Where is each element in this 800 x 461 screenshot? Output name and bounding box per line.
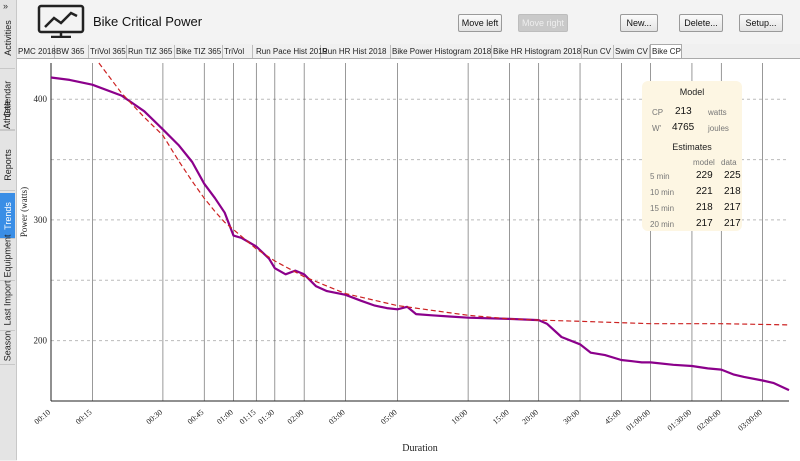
x-tick-label: 45:00: [603, 408, 623, 427]
tab-run-hr-hist-2018[interactable]: Run HR Hist 2018: [321, 45, 391, 58]
x-tick-label: 15:00: [491, 408, 511, 427]
chart-tabs: PMC 2018 BW 365 TriVol 365 Run TIZ 365 B…: [17, 44, 800, 59]
estimate-model: 217: [696, 218, 713, 229]
x-tick-label: 01:00: [215, 408, 235, 427]
collapse-sidebar-icon[interactable]: »: [3, 1, 9, 11]
tab-bw-365[interactable]: BW 365: [55, 45, 89, 58]
estimate-data: 217: [724, 218, 741, 229]
y-tick-label: 200: [34, 336, 48, 346]
sidebar-item-label: Activities: [2, 20, 13, 56]
cp-model-curve: [98, 62, 790, 326]
col-model-header: model: [693, 158, 715, 167]
estimate-data: 217: [724, 202, 741, 213]
tab-trivol-365[interactable]: TriVol 365: [90, 45, 127, 58]
tab-bike-hr-histogram-2018[interactable]: Bike HR Histogram 2018: [493, 45, 582, 58]
cp-value: 213: [675, 106, 692, 117]
tab-run-tiz-365[interactable]: Run TIZ 365: [127, 45, 175, 58]
model-title: Model: [679, 87, 705, 97]
x-tick-label: 05:00: [379, 408, 399, 427]
power-duration-curve: [50, 76, 790, 392]
tab-pmc-2018[interactable]: PMC 2018: [18, 45, 56, 58]
sidebar-item-label: Reports: [2, 149, 13, 181]
x-tick-label: 01:30:00: [666, 408, 694, 433]
cp-unit: watts: [708, 108, 727, 117]
x-tick-label: 10:00: [450, 408, 470, 427]
x-tick-label: 01:30: [256, 408, 276, 427]
w-prime-unit: joules: [708, 124, 729, 133]
estimate-data: 225: [724, 170, 741, 181]
y-tick-label: 400: [34, 94, 48, 104]
sidebar-item-label: Athlete: [2, 100, 13, 130]
sidebar-item-equipment[interactable]: Equipment: [0, 232, 15, 281]
tab-run-pace-hist-2019[interactable]: Run Pace Hist 2019: [256, 45, 328, 58]
x-tick-label: 03:00:00: [736, 408, 764, 433]
sidebar-item-last-import[interactable]: Last Import: [0, 276, 15, 331]
x-tick-label: 00:30: [144, 408, 164, 427]
setup-button[interactable]: Setup...: [739, 14, 783, 32]
sidebar-item-season[interactable]: Season: [0, 328, 15, 365]
x-tick-label: 30:00: [562, 408, 582, 427]
tab-trivol[interactable]: TriVol: [223, 45, 253, 58]
x-tick-label: 00:15: [74, 408, 94, 427]
estimates-title: Estimates: [672, 142, 712, 152]
x-axis-label: Duration: [402, 443, 438, 454]
sidebar-item-label: Trends: [2, 201, 13, 230]
sidebar: » Activities Calendar Athlete Reports Tr…: [0, 0, 17, 460]
col-data-header: data: [721, 158, 737, 167]
x-tick-label: 03:00: [327, 408, 347, 427]
estimate-label: 5 min: [650, 172, 670, 181]
sidebar-item-reports[interactable]: Reports: [0, 140, 15, 191]
cp-label: CP: [652, 108, 664, 117]
estimate-data: 218: [724, 186, 741, 197]
model-info-box: Model CP 213 watts W' 4765 joules Estima…: [642, 81, 742, 231]
w-prime-value: 4765: [672, 122, 695, 133]
sidebar-item-label: Equipment: [2, 234, 13, 278]
x-tick-label: 20:00: [520, 408, 540, 427]
tab-bike-power-histogram-2018[interactable]: Bike Power Histogram 2018: [392, 45, 492, 58]
move-right-button[interactable]: Move right: [518, 14, 568, 32]
x-tick-label: 00:10: [33, 408, 53, 427]
estimate-model: 229: [696, 170, 713, 181]
line-chart-icon: [37, 4, 85, 38]
y-axis-label: Power (watts): [19, 187, 29, 237]
y-tick-label: 300: [34, 215, 48, 225]
estimate-model: 218: [696, 202, 713, 213]
sidebar-item-activities[interactable]: Activities: [0, 8, 15, 69]
estimate-model: 221: [696, 186, 713, 197]
estimate-label: 10 min: [650, 188, 675, 197]
sidebar-item-label: Last Import: [2, 280, 13, 326]
cp-chart-panel[interactable]: 200 300 400 00:10 00:15 00:30 00:45 01:00 01:15 0…: [17, 58, 800, 461]
new-button[interactable]: New...: [620, 14, 658, 32]
page-title: Bike Critical Power: [93, 14, 203, 29]
tab-bike-cp[interactable]: Bike CP: [650, 44, 682, 59]
x-tick-label: 01:15: [238, 408, 258, 427]
sidebar-item-calendar[interactable]: Calendar: [0, 69, 15, 130]
tab-swim-cv[interactable]: Swim CV: [614, 45, 650, 58]
x-tick-label: 00:45: [186, 408, 206, 427]
chart-header: Bike Critical Power Move left Move right…: [17, 0, 800, 44]
sidebar-item-trends[interactable]: Trends: [0, 193, 15, 239]
estimate-label: 15 min: [650, 204, 675, 213]
x-tick-label: 02:00:00: [695, 408, 723, 433]
w-prime-label: W': [652, 124, 662, 133]
estimate-label: 20 min: [650, 220, 675, 229]
sidebar-item-athlete[interactable]: Athlete: [0, 100, 15, 131]
sidebar-item-label: Season: [2, 330, 13, 362]
x-tick-label: 01:00:00: [624, 408, 652, 433]
x-tick-label: 02:00: [286, 408, 306, 427]
move-left-button[interactable]: Move left: [458, 14, 502, 32]
delete-button[interactable]: Delete...: [679, 14, 723, 32]
tab-run-cv[interactable]: Run CV: [582, 45, 614, 58]
tab-bike-tiz-365[interactable]: Bike TIZ 365: [176, 45, 223, 58]
